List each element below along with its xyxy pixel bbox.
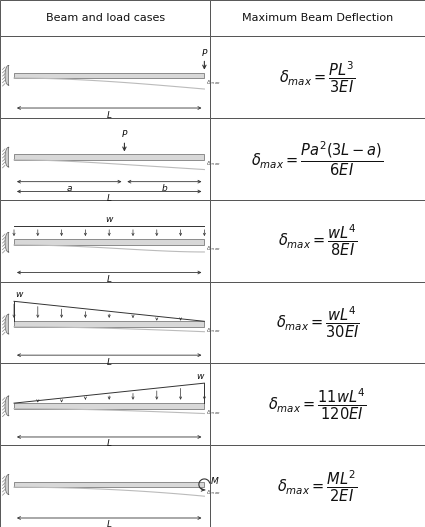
Bar [0, 0, 210, 36]
Bar [210, 200, 425, 281]
Polygon shape [5, 147, 9, 167]
Polygon shape [5, 232, 9, 252]
Bar [14, 321, 204, 327]
Text: Maximum Beam Deflection: Maximum Beam Deflection [242, 13, 393, 23]
Bar [14, 154, 204, 160]
Text: L: L [107, 521, 112, 527]
Text: $\delta_{max}$: $\delta_{max}$ [206, 408, 221, 417]
Text: L: L [107, 194, 112, 203]
Polygon shape [5, 314, 9, 334]
Text: b: b [162, 184, 167, 193]
Text: L: L [107, 358, 112, 367]
Bar [0, 118, 210, 200]
Text: $\delta_{max} = \dfrac{11wL^4}{120EI}$: $\delta_{max} = \dfrac{11wL^4}{120EI}$ [269, 387, 367, 422]
Bar [0, 200, 210, 281]
Bar [0, 36, 210, 118]
Bar [14, 482, 204, 487]
Text: L: L [107, 111, 112, 120]
Text: $\delta_{max}$: $\delta_{max}$ [206, 159, 221, 168]
Text: L: L [107, 275, 112, 284]
Text: w: w [15, 290, 23, 299]
Text: P: P [122, 130, 127, 139]
Bar [210, 281, 425, 363]
Text: a: a [66, 184, 72, 193]
Text: $\delta_{max} = \dfrac{wL^4}{8EI}$: $\delta_{max} = \dfrac{wL^4}{8EI}$ [278, 223, 357, 258]
Text: $\delta_{max}$: $\delta_{max}$ [206, 326, 221, 335]
Text: Beam and load cases: Beam and load cases [45, 13, 165, 23]
Bar [210, 363, 425, 445]
Text: w: w [105, 216, 113, 225]
Bar [210, 36, 425, 118]
Bar [0, 445, 210, 527]
Bar [14, 403, 204, 408]
Polygon shape [5, 396, 9, 416]
Bar [14, 239, 204, 245]
Bar [210, 0, 425, 36]
Text: w: w [196, 372, 204, 381]
Bar [0, 281, 210, 363]
Polygon shape [5, 65, 9, 85]
Text: L: L [107, 440, 112, 448]
Text: $\delta_{max} = \dfrac{wL^4}{30EI}$: $\delta_{max} = \dfrac{wL^4}{30EI}$ [276, 305, 360, 340]
Text: $\delta_{max} = \dfrac{PL^3}{3EI}$: $\delta_{max} = \dfrac{PL^3}{3EI}$ [279, 60, 356, 94]
Text: $\delta_{max}$: $\delta_{max}$ [206, 78, 221, 87]
Text: P: P [202, 48, 207, 57]
Text: M: M [211, 477, 218, 486]
Bar [0, 363, 210, 445]
Text: $\delta_{max} = \dfrac{Pa^2(3L-a)}{6EI}$: $\delta_{max} = \dfrac{Pa^2(3L-a)}{6EI}$ [252, 140, 384, 178]
Text: $\delta_{max}$: $\delta_{max}$ [206, 245, 221, 253]
Bar [210, 445, 425, 527]
Bar [210, 118, 425, 200]
Text: $\delta_{max}$: $\delta_{max}$ [206, 488, 221, 497]
Bar [14, 73, 204, 78]
Text: $\delta_{max} = \dfrac{ML^2}{2EI}$: $\delta_{max} = \dfrac{ML^2}{2EI}$ [278, 469, 358, 504]
Polygon shape [5, 474, 9, 494]
